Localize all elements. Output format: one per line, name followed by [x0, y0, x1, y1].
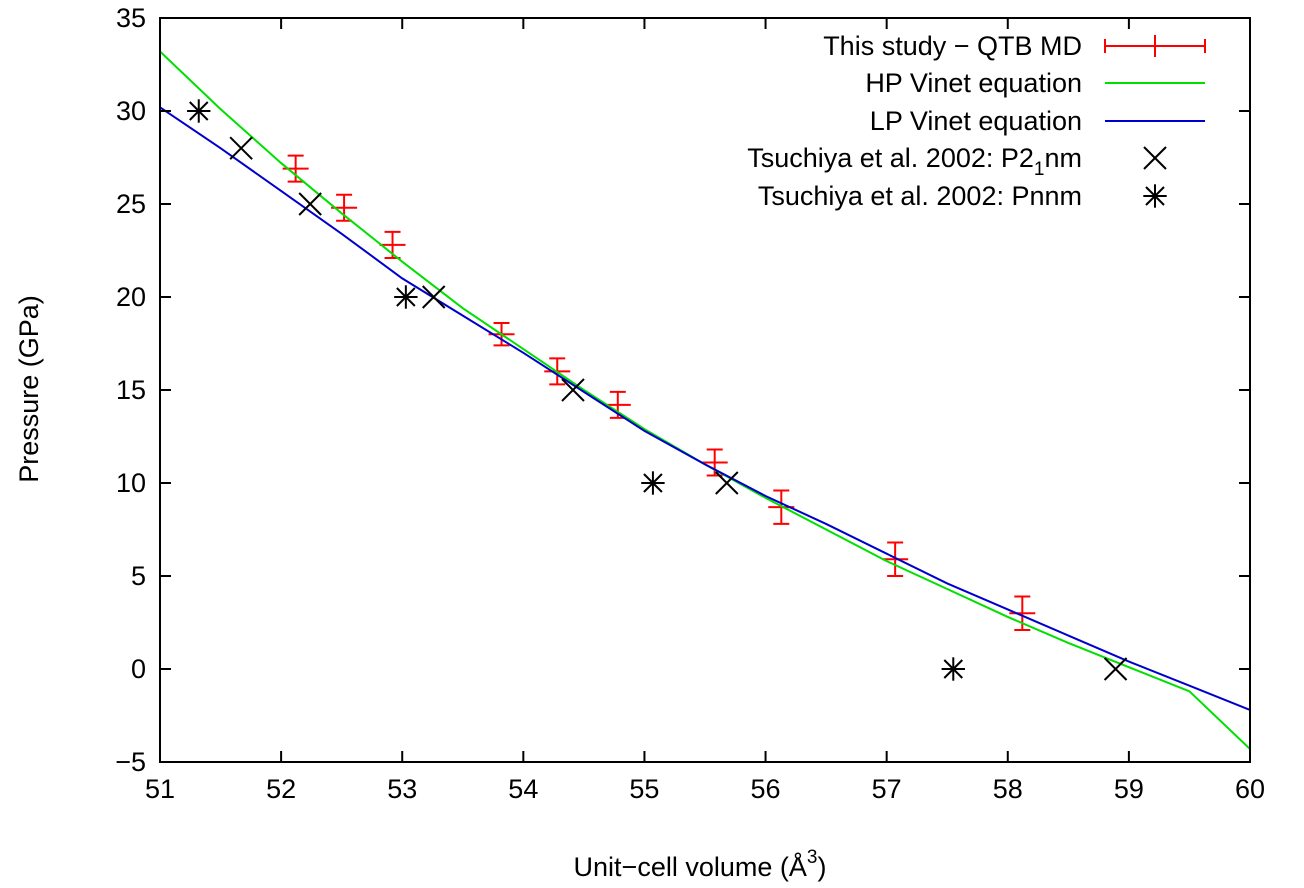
errorbar-point [701, 448, 728, 477]
legend-label: HP Vinet equation [865, 68, 1082, 98]
series-marker-x [229, 136, 1128, 681]
x-tick-label: 54 [508, 774, 538, 804]
legend-entry: LP Vinet equation [870, 106, 1205, 136]
legend-label-end: nm [1044, 143, 1082, 173]
data-point-x-stroke-b [422, 285, 446, 309]
x-tick-label: 56 [751, 774, 781, 804]
data-point-star [641, 471, 665, 495]
y-tick-label: 35 [116, 3, 146, 33]
data-point-star [187, 99, 211, 123]
y-tick-label: −5 [115, 747, 146, 777]
data-point-x-stroke-b [229, 136, 253, 160]
legend-entry: Tsuchiya et al. 2002: P21nm [747, 143, 1167, 180]
axes: 51 52 53 54 55 56 57 58 59 60 −5 0 5 10 15 20 25 30 35 [115, 3, 1265, 804]
legend-entry: This study − QTB MD [823, 31, 1206, 61]
y-tick-label: 20 [116, 282, 146, 312]
x-tick-label: 58 [993, 774, 1023, 804]
y-axis-title: Pressure (GPa) [14, 295, 44, 483]
errorbar-point [1009, 595, 1036, 631]
x-tick-label: 60 [1235, 774, 1265, 804]
plot-frame [159, 17, 1251, 763]
data-point-x-stroke-b [715, 471, 739, 495]
y-tick-label: 5 [131, 561, 146, 591]
plot-content [160, 50, 1250, 750]
legend-entry: Tsuchiya et al. 2002: Pnnm [758, 181, 1167, 211]
legend-label: LP Vinet equation [870, 106, 1082, 136]
data-point-x [422, 285, 446, 309]
errorbar-point [882, 541, 909, 577]
data-point-x [229, 136, 253, 160]
y-tick-label: 15 [116, 375, 146, 405]
data-point-x [715, 471, 739, 495]
x-tick-label: 57 [872, 774, 902, 804]
x-tick-label: 52 [266, 774, 296, 804]
x-axis-title-end: ) [817, 852, 826, 882]
data-point-x-stroke-b [298, 192, 322, 216]
x-tick-label: 51 [145, 774, 175, 804]
data-point-x [561, 378, 585, 402]
legend-label: Tsuchiya et al. 2002: Pnnm [758, 181, 1082, 211]
data-point-star [394, 285, 418, 309]
series-line [160, 106, 1250, 711]
legend: This study − QTB MD HP Vinet equation LP V… [747, 31, 1206, 211]
x-axis-title: Unit−cell volume (Å3) [574, 847, 827, 882]
data-point-star [941, 657, 965, 681]
legend-label-sub: 1 [1034, 159, 1045, 180]
legend-entry: HP Vinet equation [865, 68, 1205, 98]
x-tick-label: 53 [387, 774, 417, 804]
data-point-x-stroke-b [1103, 657, 1128, 681]
legend-label-text: Tsuchiya et al. 2002: P2 [747, 143, 1034, 173]
legend-swatch-x-stroke-b [1143, 146, 1167, 170]
series-line [160, 106, 1250, 711]
y-tick-label: 30 [116, 96, 146, 126]
data-point-x-stroke-b [561, 378, 585, 402]
series-errorbar [282, 154, 1036, 631]
series-marker-star [187, 99, 965, 681]
x-axis-title-sup: 3 [807, 847, 818, 868]
y-tick-label: 10 [116, 468, 146, 498]
x-tick-label: 59 [1114, 774, 1144, 804]
x-axis-title-text: Unit−cell volume (Å [574, 851, 807, 882]
data-point-x [298, 192, 322, 216]
legend-label: Tsuchiya et al. 2002: P21nm [747, 143, 1082, 180]
y-tick-label: 25 [116, 189, 146, 219]
legend-label: This study − QTB MD [823, 31, 1082, 61]
x-tick-label: 55 [629, 774, 659, 804]
data-point-x [1103, 657, 1128, 681]
y-tick-label: 0 [131, 654, 146, 684]
